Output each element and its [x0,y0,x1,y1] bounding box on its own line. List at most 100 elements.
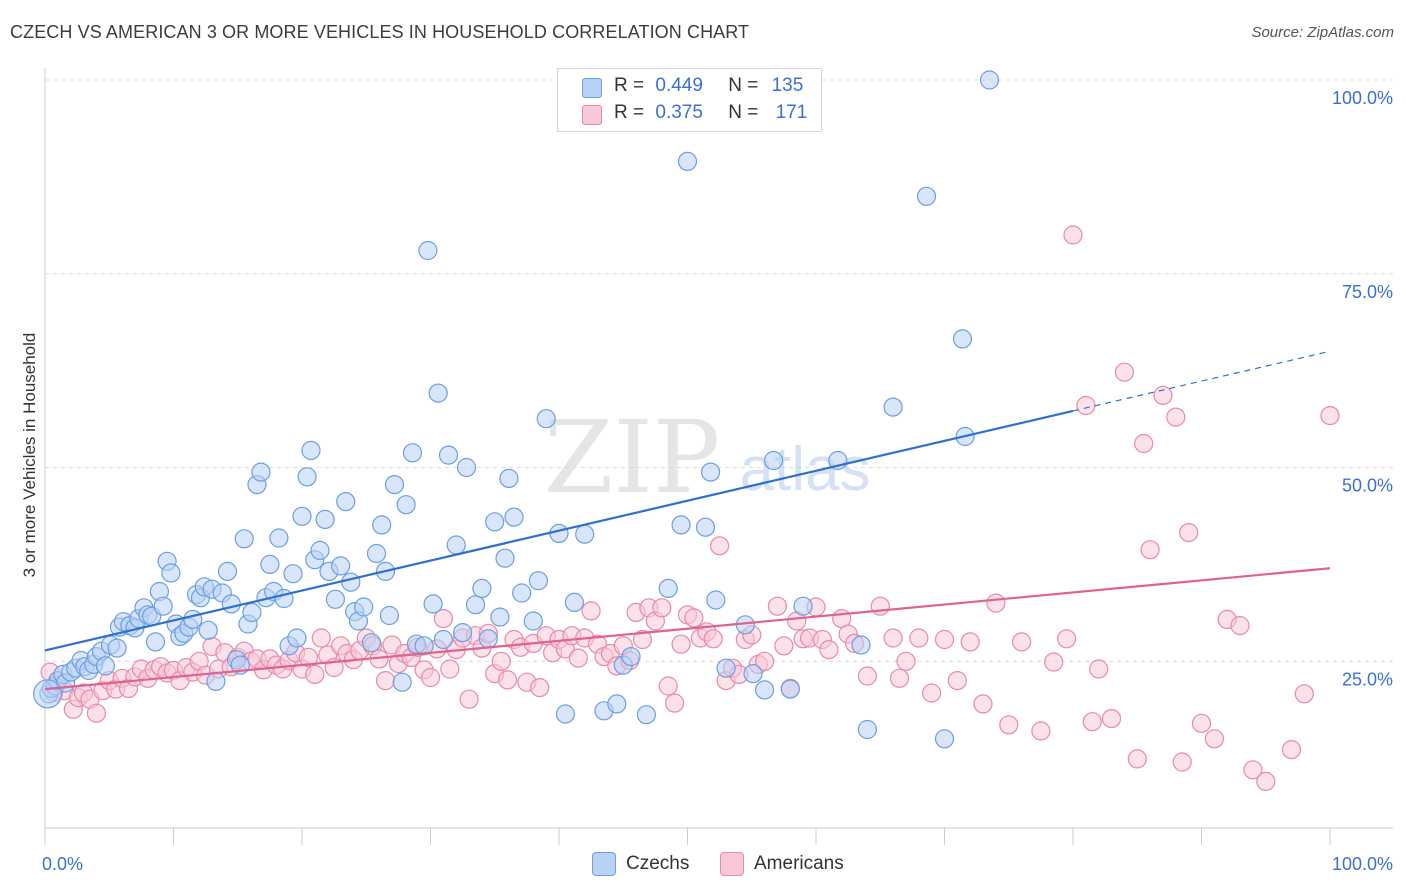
americans-point [883,628,903,648]
czechs-point [916,186,937,206]
americans-point [896,651,916,671]
czechs-point [145,632,166,652]
americans-point [491,651,511,671]
americans-point [1044,652,1064,672]
r-value-czechs: 0.449 [655,75,703,96]
americans-point [433,608,453,629]
americans-point [909,628,929,648]
americans-point [870,596,890,616]
americans-point [947,670,967,691]
source-note: Source: ZipAtlas.com [1251,24,1394,41]
americans-point [530,677,550,698]
czechs-point [366,543,387,564]
americans-point [1089,659,1109,679]
czechs-point [325,589,345,609]
czechs-point [478,629,498,649]
americans-point [632,629,653,650]
czechs-point [433,629,453,650]
czechs-point [979,70,1000,90]
czechs-point [402,443,423,463]
czechs-point [428,383,448,403]
czechs-point [446,535,466,555]
czechs-point [292,506,312,526]
americans-point [1134,433,1154,454]
americans-point [1281,739,1302,760]
n-label: N = [728,102,759,123]
czechs-legend-swatch [592,852,616,876]
czechs-point [418,240,438,261]
czechs-point [512,583,532,603]
czechs-point [32,679,63,709]
americans-point [819,639,839,660]
americans-point [1056,629,1077,649]
americans-point [986,593,1006,613]
czechs-point [283,564,303,584]
czechs-point [472,578,492,599]
czechs-point [331,556,351,576]
americans-point [1153,385,1173,405]
americans-point [86,703,107,723]
americans-point [1204,729,1225,749]
x-tick-label: 100.0% [1332,854,1393,874]
czechs-point [621,646,641,667]
americans-point [664,693,685,713]
czechs-point [658,578,678,599]
czechs-point [217,561,238,582]
americans-legend-swatch [720,852,744,876]
czechs-point [438,445,459,465]
czechs-point [269,528,289,548]
czechs-point [453,622,473,643]
y-tick-label: 50.0% [1342,476,1393,496]
czechs-point [206,671,226,692]
americans-point [999,715,1019,735]
americans-point [420,667,441,688]
americans-point [1114,362,1135,382]
czechs-legend-label: Czechs [626,853,690,875]
stats-legend: R = 0.449 N = 135 R = 0.375 N = 171 [557,68,822,132]
y-tick-label: 25.0% [1342,669,1393,689]
americans-point [1076,395,1096,416]
y-tick-label: 75.0% [1342,282,1393,302]
czechs-point [555,704,576,724]
czechs-point [851,635,871,655]
americans-point [1031,721,1051,741]
czechs-trend-extension [1072,350,1331,412]
czechs-point [495,548,515,568]
legend-item-czechs[interactable]: Czechs [592,852,689,876]
czechs-point [379,605,399,626]
czechs-point [528,571,549,591]
americans-point [498,670,518,690]
czechs-point [234,529,254,549]
czechs-point [793,596,813,616]
czechs-point [384,475,405,495]
americans-point [1063,225,1083,245]
americans-point [375,670,396,691]
americans-point [921,683,942,703]
americans-point [1191,713,1212,733]
americans-point [889,668,910,688]
trend-lines [44,350,1331,691]
czechs-point [523,611,543,631]
czechs-point [95,656,116,676]
americans-point [684,608,704,628]
czechs-point [287,628,307,648]
czechs-point [242,602,262,623]
czechs-point [315,509,335,530]
americans-point [581,601,601,621]
czechs-point [198,620,218,640]
americans-swatch [582,105,602,125]
czechs-point [490,607,510,627]
czechs-point [780,679,800,699]
legend-item-americans[interactable]: Americans [720,852,844,876]
czechs-point [536,409,556,429]
czechs-point [716,658,736,678]
americans-point [1294,684,1314,704]
czechs-point [763,450,784,471]
czechs-point [107,638,127,658]
czechs-point [549,523,569,544]
czechs-point [952,329,973,349]
americans-point [440,659,460,679]
czechs-point [310,540,330,561]
czechs-point [301,440,321,460]
